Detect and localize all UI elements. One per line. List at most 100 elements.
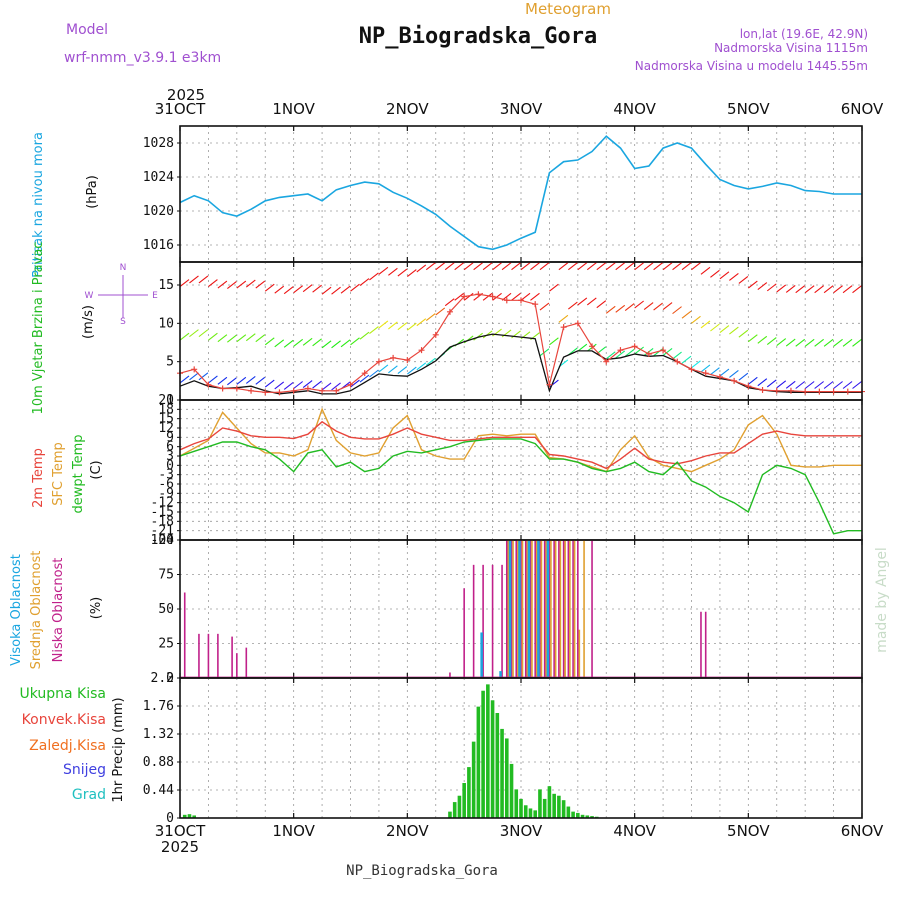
wind-barb — [406, 366, 417, 375]
gust-marker — [461, 293, 468, 300]
wind-barb — [700, 266, 711, 275]
wind-barb — [842, 381, 853, 389]
y-tick-label: 100 — [151, 533, 174, 548]
wind-barb — [615, 262, 626, 271]
wind-barb — [454, 292, 465, 301]
temp-legend-sfc: SFC Temp — [51, 442, 66, 506]
y-tick-label: 12 — [158, 421, 174, 436]
wind-barb — [586, 262, 597, 271]
top-date-label: 6NOV — [841, 100, 884, 118]
y-tick-label: 10 — [158, 316, 174, 331]
wind-barb — [359, 278, 370, 286]
precip-bar — [182, 814, 187, 818]
wind-barb — [549, 337, 559, 346]
wind-barb — [729, 370, 739, 378]
y-tick-label: 0.44 — [143, 783, 174, 798]
y-tick-label: -12 — [151, 496, 174, 511]
cloud-panel: 0 25 50 75 100 — [151, 533, 863, 686]
bottom-date-label: 5NOV — [727, 822, 770, 840]
wind-barb — [747, 280, 758, 289]
gust-marker — [617, 347, 624, 354]
gust-marker — [205, 381, 212, 388]
wind-barb — [264, 283, 275, 292]
gust-marker — [844, 388, 851, 395]
cloud-legend-low: Niska Oblacnost — [51, 558, 66, 663]
wind-barb — [274, 381, 285, 390]
y-tick-label: 3 — [166, 449, 174, 464]
wind-barb — [227, 377, 237, 386]
panel-frame — [179, 677, 863, 819]
gust-marker — [304, 385, 311, 392]
wind-barb — [558, 262, 569, 271]
wind-barb — [463, 262, 474, 271]
wind-barb — [558, 314, 569, 323]
wind-barb — [785, 380, 796, 389]
gust-marker — [375, 358, 382, 365]
wind-barb — [217, 280, 228, 289]
gust-marker — [603, 358, 610, 365]
y-tick-label: 5 — [166, 355, 174, 370]
wind-ylabel: (m/s) — [81, 305, 96, 339]
wind-barb — [691, 262, 701, 271]
wind-barb — [833, 381, 843, 389]
wind-barb — [672, 306, 682, 315]
wind-barb — [710, 269, 720, 278]
wind-barb — [227, 281, 237, 290]
precip-bar — [514, 789, 519, 818]
y-tick-label: 0.88 — [143, 755, 174, 770]
precip-bar — [471, 741, 476, 818]
wind-barb — [681, 355, 692, 364]
bottom-date-label: 4NOV — [613, 822, 656, 840]
wind-barb — [520, 262, 531, 271]
wind-barb — [473, 262, 483, 271]
precip-legend-total: Ukupna Kisa — [19, 686, 106, 702]
precip-bar — [557, 795, 561, 818]
wind-barb — [312, 284, 322, 293]
wind-barb — [568, 301, 578, 310]
wind-barb — [454, 262, 465, 271]
wind-barb — [719, 271, 730, 280]
y-tick-label: 18 — [158, 402, 174, 417]
wind-barb — [653, 302, 663, 311]
bottom-date-label: 3NOV — [500, 822, 543, 840]
gust-marker — [347, 381, 354, 388]
wind-barb — [804, 381, 815, 389]
y-tick-label: 9 — [166, 430, 174, 445]
gust-marker — [674, 358, 681, 365]
wind-barb — [208, 279, 218, 287]
gust-marker — [290, 387, 297, 394]
wind-barb — [198, 372, 209, 381]
wind-barb — [369, 272, 379, 281]
gust-marker — [660, 347, 667, 354]
wind-barb — [350, 379, 360, 388]
direction-west-label: W — [85, 291, 94, 301]
wind-barb — [672, 351, 682, 360]
gust-marker — [816, 388, 823, 395]
precip-bar — [576, 812, 580, 818]
wind-barb — [416, 318, 427, 327]
wind-direction-legend: N S W E — [85, 263, 159, 327]
wind-barb — [217, 376, 228, 385]
top-date-label: 4NOV — [613, 100, 656, 118]
direction-north-label: N — [120, 263, 127, 273]
wind-barb — [350, 337, 360, 346]
wind-barb — [596, 300, 607, 309]
wind-barb — [757, 282, 768, 291]
y-tick-label: 15 — [158, 412, 174, 427]
wind-barb — [388, 267, 398, 276]
wind-barb — [738, 276, 749, 284]
wind-barb — [359, 374, 370, 383]
gust-marker — [532, 301, 539, 308]
wind-barb — [227, 334, 237, 343]
wind-barb — [549, 283, 559, 292]
wind-barb — [785, 284, 796, 293]
y-tick-label: 1028 — [143, 136, 174, 151]
wind-barb — [406, 322, 417, 331]
wind-barb — [852, 338, 862, 347]
wind-barb — [795, 285, 806, 294]
wind-barb — [264, 337, 275, 346]
wind-barb — [842, 285, 853, 294]
wind-barb — [179, 332, 190, 341]
gust-marker — [589, 343, 596, 350]
